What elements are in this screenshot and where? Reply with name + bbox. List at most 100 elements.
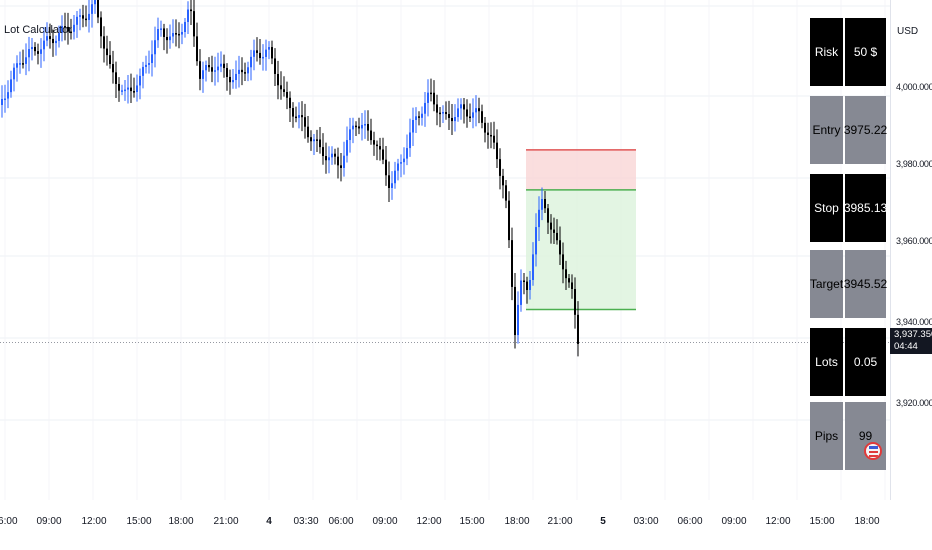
time-tick: 15:00 <box>459 516 485 527</box>
time-tick: 12:00 <box>416 516 442 527</box>
time-tick: 21:00 <box>547 516 573 527</box>
candle-body <box>535 227 537 255</box>
candle-body <box>355 125 357 128</box>
candle-body <box>220 63 222 67</box>
candle-body <box>4 98 6 101</box>
candle-body <box>52 38 54 44</box>
time-tick: 03:00 <box>633 516 659 527</box>
time-tick: 18:00 <box>168 516 194 527</box>
candle-body <box>97 0 99 18</box>
candle-body <box>106 48 108 56</box>
candle-body <box>205 65 207 71</box>
candle-body <box>460 104 462 109</box>
candle-body <box>19 63 21 65</box>
indicator-title[interactable]: Lot Calculator <box>4 24 72 36</box>
candle-body <box>463 104 465 110</box>
candle-body <box>121 90 123 92</box>
candle-body <box>364 124 366 126</box>
candle-body <box>379 146 381 150</box>
risk-label: Risk <box>810 18 843 86</box>
price-axis[interactable] <box>890 0 932 500</box>
candle-body <box>49 36 51 39</box>
candle-body <box>328 157 330 161</box>
candle-body <box>574 289 576 315</box>
candle-body <box>7 92 9 99</box>
candle-body <box>436 104 438 113</box>
candle-body <box>190 9 192 12</box>
candle-body <box>475 108 477 113</box>
candle-body <box>526 281 528 291</box>
lots-label: Lots <box>810 328 843 396</box>
candle-body <box>352 125 354 130</box>
time-tick: 06:00 <box>677 516 703 527</box>
us-flag-icon[interactable] <box>864 442 882 460</box>
candle-body <box>196 36 198 62</box>
candle-body <box>391 183 393 188</box>
price-tick: 4,000.000 <box>896 82 932 92</box>
candle-body <box>274 58 276 74</box>
candle-body <box>304 117 306 127</box>
candle-body <box>208 65 210 68</box>
candle-body <box>142 66 144 76</box>
currency-label[interactable]: USD <box>897 26 919 37</box>
candle-body <box>472 112 474 118</box>
stop-value: 3985.13 <box>844 174 887 242</box>
candle-body <box>199 61 201 79</box>
candle-body <box>154 40 156 55</box>
candle-body <box>301 115 303 118</box>
candle-body <box>508 200 510 241</box>
time-tick: 15:00 <box>126 516 152 527</box>
candle-body <box>85 18 87 21</box>
time-tick: 06:00 <box>328 516 354 527</box>
candle-body <box>67 26 69 32</box>
candle-body <box>568 278 570 283</box>
candle-body <box>37 51 39 54</box>
candle-body <box>358 126 360 129</box>
current-price: 3,937.350 <box>894 329 932 340</box>
candle-body <box>250 56 252 68</box>
candle-body <box>262 56 264 59</box>
stop-zone <box>526 149 636 190</box>
candle-body <box>259 52 261 59</box>
candle-body <box>565 269 567 279</box>
candle-body <box>82 15 84 19</box>
candle-body <box>193 11 195 37</box>
candle-body <box>502 175 504 186</box>
price-chart[interactable] <box>0 0 890 500</box>
candle-body <box>511 240 513 287</box>
candle-body <box>550 222 552 230</box>
candle-body <box>61 26 63 33</box>
candle-body <box>118 83 120 91</box>
candle-body <box>145 64 147 67</box>
candle-body <box>451 117 453 122</box>
candle-body <box>433 92 435 105</box>
candle-body <box>58 32 60 41</box>
stop-label: Stop <box>810 174 843 242</box>
candle-body <box>148 63 150 65</box>
candle-body <box>571 282 573 290</box>
candle-body <box>277 73 279 86</box>
candle-body <box>406 148 408 159</box>
candle-body <box>151 54 153 64</box>
candle-body <box>484 122 486 133</box>
time-tick: 15:00 <box>809 516 835 527</box>
candle-body <box>544 199 546 209</box>
candle-body <box>523 280 525 283</box>
candle-body <box>373 140 375 145</box>
candle-body <box>532 254 534 280</box>
candle-body <box>400 162 402 164</box>
candle-body <box>295 116 297 119</box>
candle-body <box>217 66 219 71</box>
candle-body <box>127 87 129 90</box>
candle-body <box>454 117 456 122</box>
candle-body <box>562 254 564 270</box>
candle-body <box>34 46 36 52</box>
target-zone <box>526 189 636 310</box>
time-tick: 09:00 <box>721 516 747 527</box>
time-tick: 12:00 <box>81 516 107 527</box>
time-tick: 03:30 <box>293 516 319 527</box>
candle-body <box>445 112 447 115</box>
candle-body <box>340 165 342 168</box>
candle-body <box>169 36 171 41</box>
lots-value: 0.05 <box>845 328 886 396</box>
